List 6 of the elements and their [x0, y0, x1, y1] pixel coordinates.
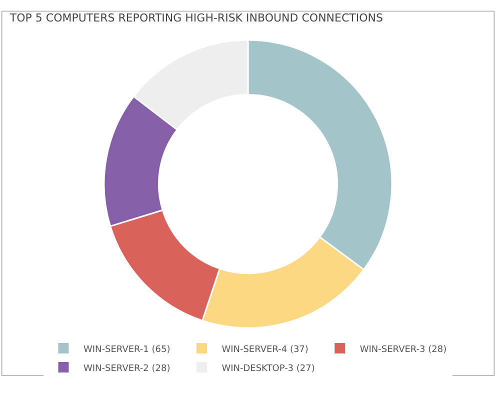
chart-title: TOP 5 COMPUTERS REPORTING HIGH-RISK INBOUND CONNECTIONS	[8, 11, 384, 24]
legend-label: WIN-DESKTOP-3 (27)	[222, 364, 315, 374]
legend-label: WIN-SERVER-1 (65)	[84, 344, 170, 355]
legend-label: WIN-SERVER-3 (28)	[360, 344, 447, 355]
legend-label: WIN-SERVER-4 (37)	[222, 344, 308, 355]
legend-label: WIN-SERVER-2 (28)	[84, 364, 170, 374]
